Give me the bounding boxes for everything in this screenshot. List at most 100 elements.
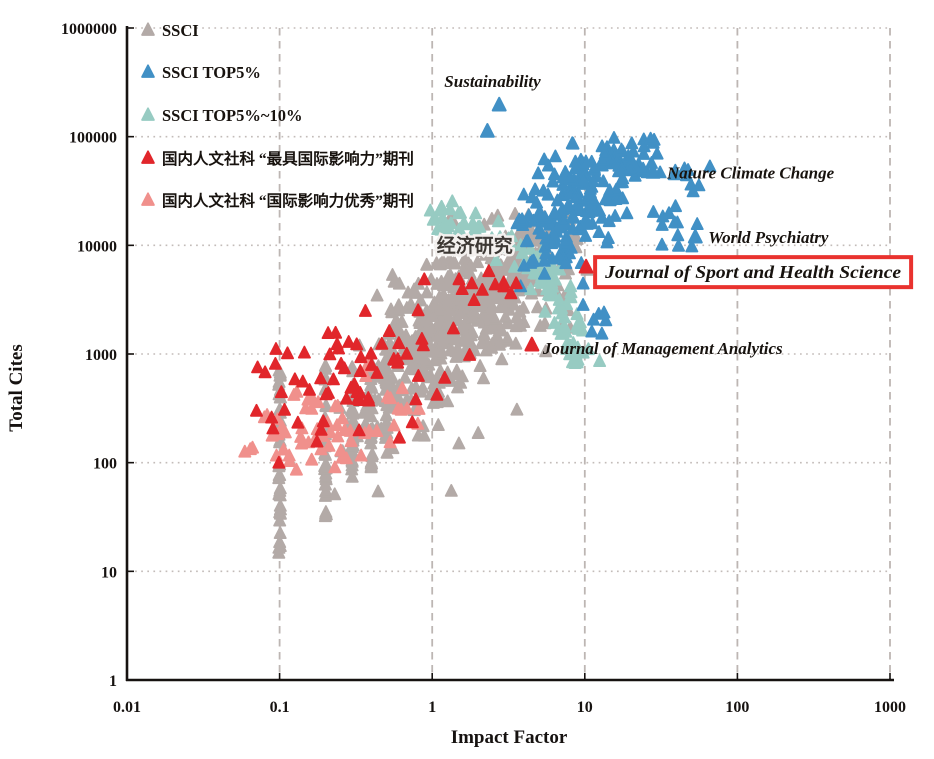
legend-item-cn-excellent: 国内人文社科 “国际影响力优秀”期刊 bbox=[141, 191, 414, 210]
point-ssci-top5 bbox=[650, 146, 664, 160]
point-cn-most-influential bbox=[358, 304, 372, 317]
point-cn-most-influential bbox=[438, 370, 452, 384]
point-ssci bbox=[425, 309, 439, 322]
point-ssci bbox=[346, 402, 360, 416]
point-ssci bbox=[488, 311, 501, 325]
point-cn-most-influential bbox=[268, 357, 282, 370]
point-ssci bbox=[273, 513, 287, 527]
point-cn-most-influential bbox=[291, 415, 305, 429]
point-ssci bbox=[500, 331, 514, 345]
cluster-ssci-top5 bbox=[510, 208, 613, 340]
point-cn-most-influential bbox=[265, 410, 279, 424]
point-cn-most-influential bbox=[350, 337, 364, 351]
point-cn-most-influential bbox=[411, 303, 425, 317]
point-ssci bbox=[426, 396, 440, 409]
point-cn-most-influential bbox=[405, 415, 419, 429]
point-cn-most-influential bbox=[323, 347, 337, 361]
point-ssci-top5 bbox=[616, 171, 630, 185]
point-ssci-top5 bbox=[595, 326, 609, 340]
point-ssci-top5 bbox=[545, 236, 559, 250]
legend-marker-cn-excellent bbox=[141, 192, 155, 206]
point-ssci bbox=[273, 505, 287, 519]
point-ssci-top5-10 bbox=[473, 235, 487, 249]
point-cn-excellent bbox=[330, 418, 344, 432]
point-ssci-top5 bbox=[537, 254, 551, 267]
point-cn-most-influential bbox=[475, 283, 489, 296]
legend-label: SSCI bbox=[162, 21, 199, 40]
point-cn-excellent bbox=[323, 425, 337, 439]
point-cn-excellent bbox=[305, 402, 319, 415]
point-ssci-top5 bbox=[672, 238, 685, 252]
point-ssci bbox=[380, 398, 394, 412]
point-ssci-top5-10 bbox=[442, 227, 456, 241]
point-ssci bbox=[387, 274, 401, 288]
point-ssci-top5 bbox=[687, 228, 703, 244]
point-ssci-top5 bbox=[576, 276, 590, 290]
point-ssci-top5-10 bbox=[423, 203, 437, 217]
point-ssci-top5 bbox=[531, 166, 545, 180]
cluster-ssci-top5 bbox=[646, 159, 717, 253]
point-ssci bbox=[495, 352, 509, 366]
point-ssci bbox=[433, 302, 447, 316]
point-cn-excellent bbox=[265, 428, 279, 442]
point-cn-excellent bbox=[338, 423, 352, 437]
point-cn-most-influential bbox=[524, 336, 540, 352]
annotation-label-cjk: 经济研究 bbox=[437, 234, 513, 257]
point-cn-most-influential bbox=[392, 430, 406, 444]
point-ssci-top5 bbox=[559, 234, 572, 248]
point-ssci-top5 bbox=[608, 209, 622, 222]
point-ssci bbox=[272, 541, 286, 554]
point-cn-excellent bbox=[305, 452, 319, 466]
point-ssci-top5-10 bbox=[458, 217, 471, 231]
point-ssci-top5-10 bbox=[433, 203, 447, 217]
point-cn-most-influential bbox=[316, 414, 330, 428]
point-ssci bbox=[417, 362, 431, 376]
point-ssci bbox=[380, 376, 394, 390]
x-tick-label: 0.1 bbox=[270, 699, 290, 716]
point-cn-most-influential bbox=[272, 455, 286, 469]
legend-marker-ssci bbox=[141, 22, 155, 36]
point-cn-most-influential bbox=[463, 348, 477, 361]
point-ssci bbox=[438, 328, 451, 342]
point-ssci bbox=[449, 329, 463, 343]
point-ssci bbox=[431, 418, 445, 431]
point-ssci bbox=[434, 346, 448, 360]
point-cn-most-influential bbox=[314, 371, 328, 385]
legend-item-ssci-top5-10: SSCI TOP5%~10% bbox=[141, 106, 302, 125]
point-ssci-top5 bbox=[615, 142, 628, 156]
point-ssci-top5-10 bbox=[439, 216, 452, 230]
point-ssci bbox=[398, 370, 412, 384]
point-ssci-top5 bbox=[621, 149, 635, 162]
point-ssci-top5 bbox=[568, 190, 582, 204]
point-ssci-top5 bbox=[528, 182, 542, 196]
point-cn-excellent bbox=[301, 392, 315, 406]
point-ssci bbox=[420, 257, 434, 271]
point-ssci-top5-10 bbox=[576, 323, 590, 337]
point-ssci bbox=[452, 436, 466, 450]
y-tick-label: 1000 bbox=[85, 347, 117, 364]
annotation-label: World Psychiatry bbox=[708, 228, 829, 247]
point-ssci-top5 bbox=[669, 199, 682, 213]
point-ssci-top5 bbox=[562, 246, 576, 260]
point-ssci-top5 bbox=[579, 229, 593, 242]
x-tick-label: 0.01 bbox=[113, 699, 141, 716]
point-cn-excellent bbox=[238, 444, 252, 458]
legend-label: 国内人文社科 “国际影响力优秀”期刊 bbox=[162, 191, 414, 210]
point-ssci bbox=[471, 426, 485, 439]
point-ssci-top5 bbox=[548, 205, 562, 219]
point-cn-most-influential bbox=[288, 372, 302, 386]
point-ssci-top5 bbox=[575, 172, 589, 186]
point-ssci-top5 bbox=[685, 239, 699, 253]
legend-item-cn-most-influential: 国内人文社科 “最具国际影响力”期刊 bbox=[141, 149, 414, 168]
x-tick-label: 100 bbox=[725, 699, 749, 716]
point-ssci-top5-10 bbox=[484, 241, 498, 255]
point-cn-most-influential bbox=[303, 383, 316, 396]
point-ssci bbox=[442, 293, 456, 306]
point-ssci bbox=[417, 428, 431, 442]
point-ssci-top5-10 bbox=[544, 288, 558, 302]
point-ssci-top5-10 bbox=[466, 216, 480, 230]
point-ssci-top5 bbox=[584, 203, 598, 217]
y-tick-label: 1 bbox=[109, 673, 117, 690]
point-ssci-top5 bbox=[565, 136, 579, 150]
